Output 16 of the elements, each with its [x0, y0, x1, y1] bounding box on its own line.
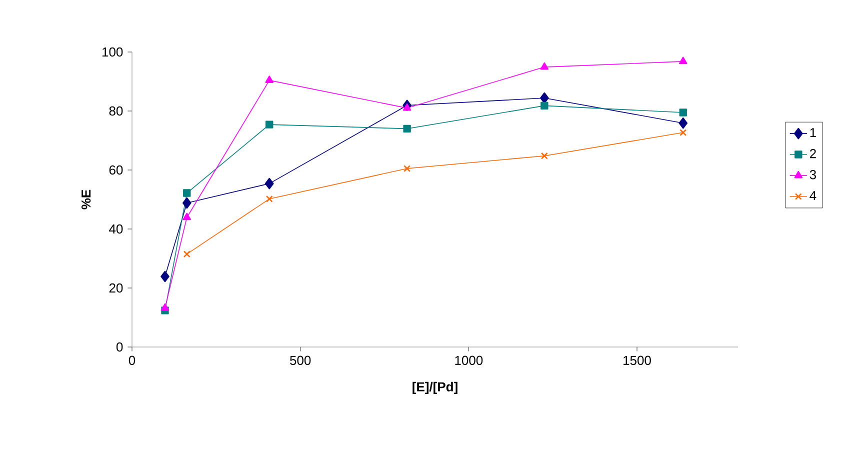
x-tick-label: 500 [290, 356, 311, 366]
y-tick-label: 60 [109, 165, 123, 175]
y-tick-label: 100 [102, 47, 123, 57]
y-tick-label: 20 [109, 283, 123, 293]
legend-label: 1 [810, 128, 816, 138]
x-axis-title: [E]/[Pd] [412, 382, 458, 394]
y-tick-label: 40 [109, 224, 123, 234]
legend-label: 4 [810, 191, 816, 200]
x-tick-label: 1000 [455, 356, 483, 366]
x-tick-label: 1500 [624, 356, 651, 366]
legend-label: 3 [810, 170, 816, 180]
y-axis-title: %E [81, 190, 91, 210]
legend-label: 2 [810, 149, 816, 158]
y-tick-label: 80 [109, 106, 123, 116]
y-tick-label: 0 [116, 342, 123, 352]
x-tick-label: 0 [128, 356, 136, 366]
